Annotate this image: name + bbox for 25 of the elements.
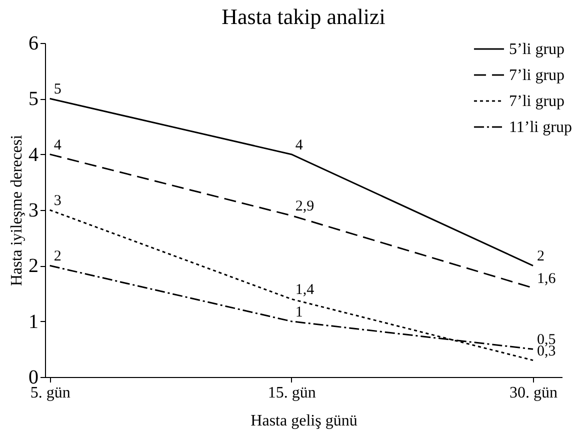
y-tick-label: 5	[28, 88, 38, 110]
y-tick-label: 1	[28, 310, 38, 333]
legend-label: 11’li grup	[509, 119, 572, 136]
legend-label: 7’li grup	[509, 67, 565, 84]
x-tick-label: 15. gün	[268, 384, 316, 402]
x-axis-title: Hasta geliş günü	[250, 412, 358, 430]
y-tick-label: 3	[28, 200, 38, 222]
x-tick-label: 30. gün	[510, 384, 558, 402]
data-label: 5	[54, 82, 62, 98]
data-label: 2,9	[295, 198, 314, 215]
y-tick-label: 4	[28, 144, 38, 166]
legend-label: 7’li grup	[509, 93, 565, 110]
data-label: 1	[295, 304, 303, 320]
y-tick-label: 2	[28, 255, 38, 278]
data-label: 2	[537, 248, 545, 265]
data-label: 4	[295, 137, 304, 154]
data-label: 3	[54, 193, 62, 209]
data-label: 2	[54, 248, 62, 265]
data-label: 1,4	[295, 282, 315, 298]
data-label: 1,6	[537, 270, 556, 287]
chart-title: Hasta takip analizi	[222, 4, 386, 29]
legend-label: 5’li grup	[509, 41, 565, 58]
y-tick-label: 6	[28, 32, 38, 54]
y-axis-title: Hasta iyileşme derecesi	[8, 134, 26, 286]
data-label: 4	[54, 137, 62, 154]
